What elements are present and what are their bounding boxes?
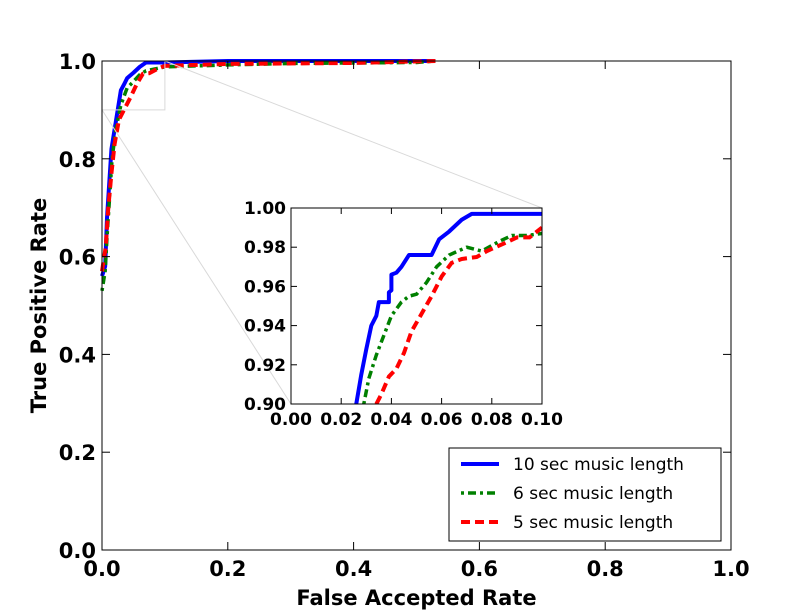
legend-entry-label: 6 sec music length	[513, 484, 673, 504]
inset-y-tick-label: 0.94	[244, 317, 286, 337]
inset-y-tick-label: 0.90	[244, 395, 286, 415]
inset-y-tick-label: 0.98	[244, 238, 286, 258]
x-tick-label: 1.0	[712, 557, 749, 581]
zoom-connector-line	[101, 109, 292, 405]
zoom-connector-line	[164, 60, 543, 209]
y-tick-label: 0.6	[59, 246, 96, 270]
x-tick-label: 0.8	[587, 557, 624, 581]
inset-y-tick-label: 0.96	[244, 277, 286, 297]
inset-x-tick-label: 0.08	[471, 410, 513, 430]
legend: 10 sec music length 6 sec music length 5 s…	[448, 447, 722, 542]
x-tick-label: 0.2	[209, 557, 246, 581]
y-axis-title: True Positive Rate	[27, 198, 51, 414]
inset-x-tick-label: 0.10	[521, 410, 563, 430]
y-tick-label: 0.8	[59, 148, 96, 172]
y-tick-label: 0.2	[59, 441, 96, 465]
inset-series-line-1	[354, 211, 542, 404]
inset-x-tick-label: 0.00	[270, 410, 312, 430]
inset-y-tick-label: 1.00	[244, 199, 286, 219]
y-tick-label: 0.4	[59, 343, 96, 367]
x-tick-label: 0.0	[83, 557, 120, 581]
inset-x-tick-label: 0.04	[370, 410, 412, 430]
x-tick-label: 0.4	[335, 557, 372, 581]
main-plot-layer	[100, 59, 543, 405]
inset-x-tick-label: 0.06	[421, 410, 463, 430]
inset-frame	[290, 207, 543, 405]
inset-y-tick-label: 0.92	[244, 356, 286, 376]
inset-series-line-2	[362, 231, 542, 404]
y-tick-label: 0.0	[59, 539, 96, 563]
series-line-3	[100, 59, 436, 272]
x-tick-label: 0.6	[461, 557, 498, 581]
main-plot-frame	[101, 60, 732, 551]
inset-plot: 0.00 0.02 0.04 0.06 0.08 0.10 0.90 0.92 0.94 0.96…	[244, 199, 563, 430]
inset-x-tick-label: 0.02	[320, 410, 362, 430]
inset-background	[291, 208, 542, 404]
y-tick-label: 1.0	[59, 50, 96, 74]
inset-series-layer	[354, 211, 542, 404]
inset-series-line-3	[374, 226, 542, 404]
legend-entry-label: 10 sec music length	[513, 455, 684, 475]
legend-entry-label: 5 sec music length	[513, 513, 673, 533]
x-axis-title: False Accepted Rate	[296, 586, 536, 610]
